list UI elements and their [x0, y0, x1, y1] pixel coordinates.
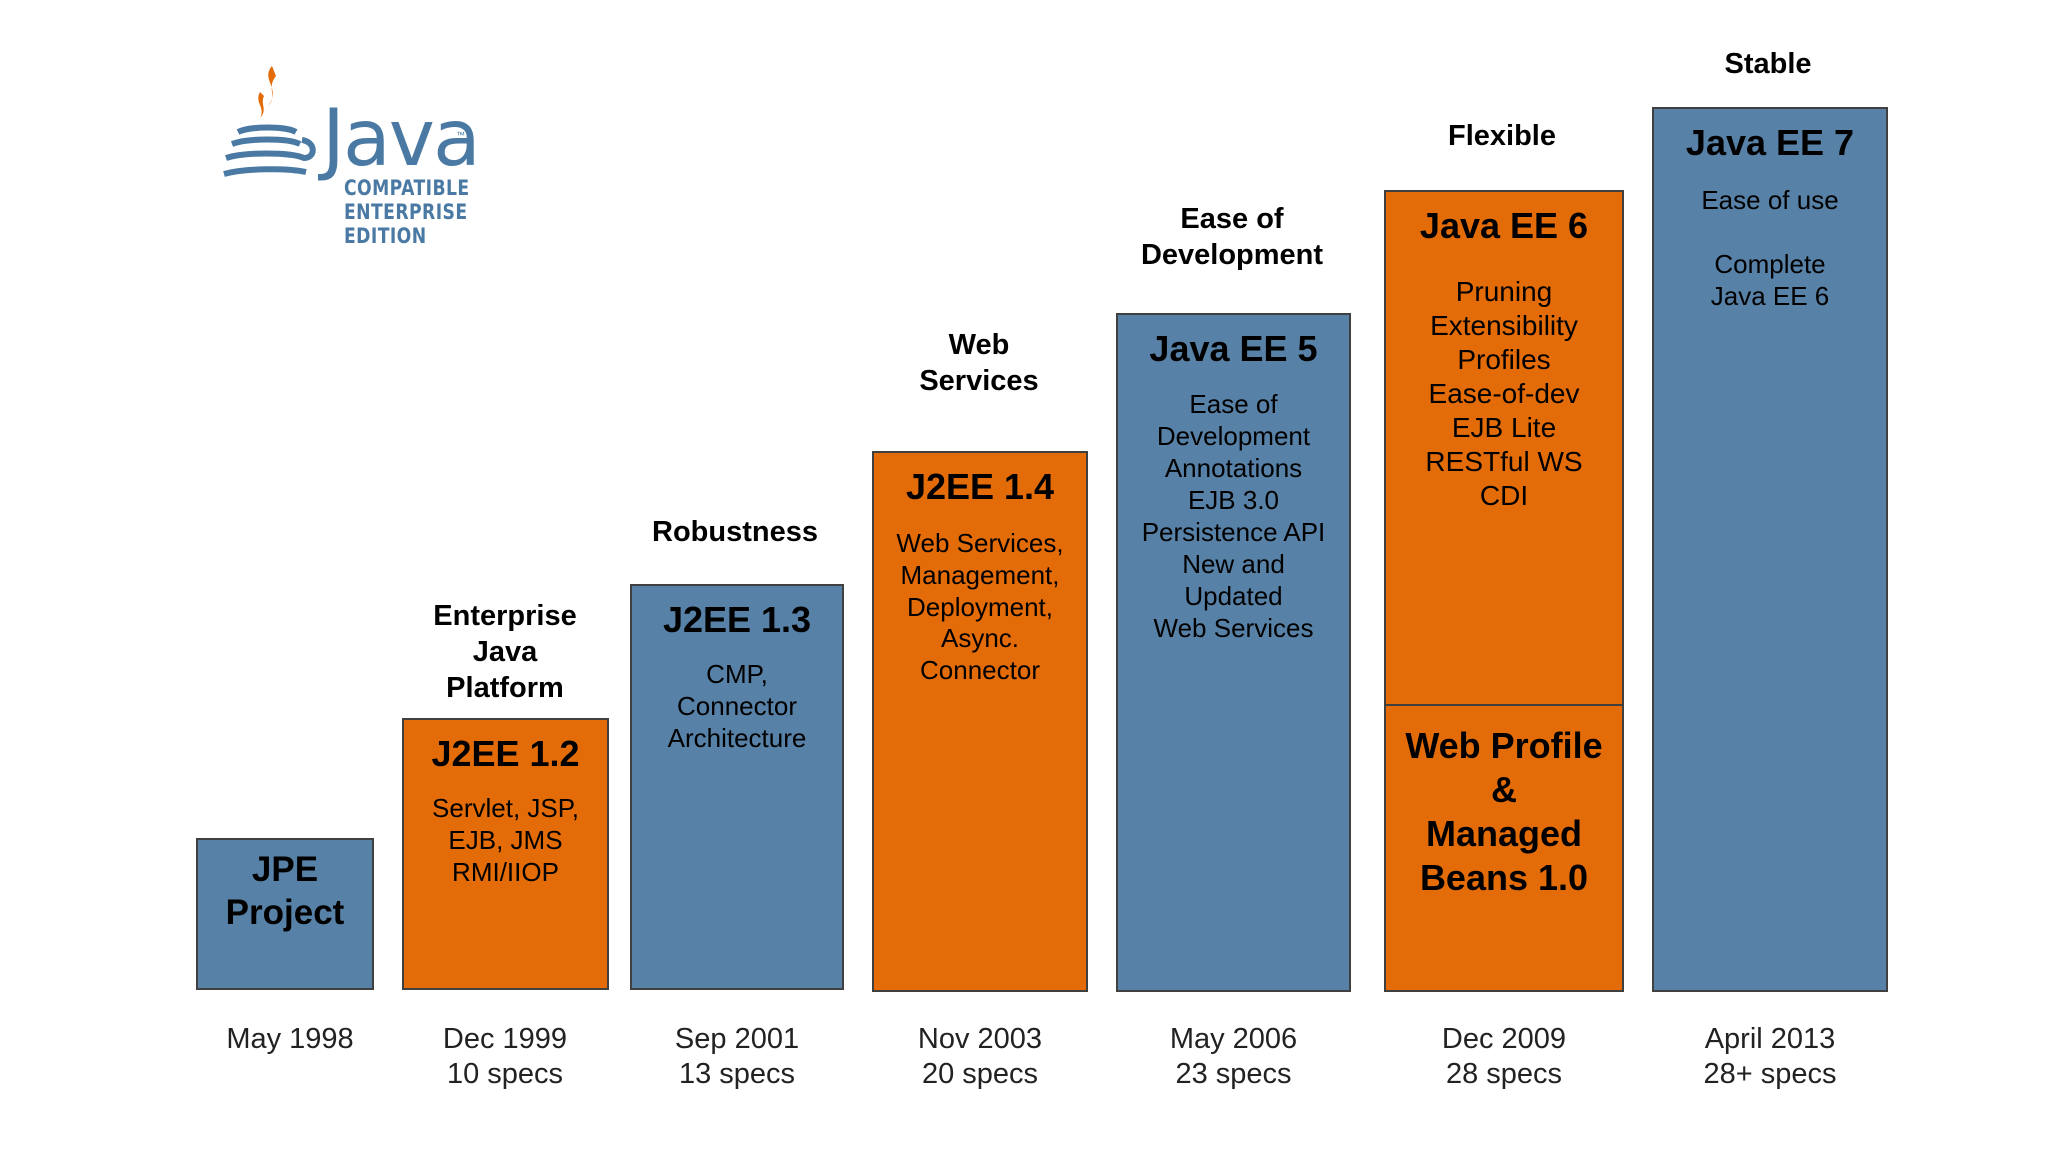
logo-trademark: ™: [456, 130, 465, 140]
release-heading: Flexible: [1448, 120, 1556, 152]
release-date: Dec 2009: [1441, 1023, 1567, 1055]
bar-title: Java EE 5: [1149, 328, 1318, 369]
java-ee-logo: Java ™ COMPATIBLE ENTERPRISE EDITION: [220, 62, 481, 262]
bar-java-ee-6: Java EE 6 Pruning Extensibility Profiles…: [1384, 190, 1624, 992]
bar-title: Java EE 7: [1685, 122, 1855, 163]
bar-title: J2EE 1.2: [431, 733, 580, 774]
bar-features: Servlet, JSP, EJB, JMS RMI/IIOP: [432, 793, 579, 887]
bar-divider: [1386, 704, 1622, 706]
release-heading: Ease of Development: [1140, 203, 1324, 271]
bar-features: Web Services, Management, Deployment, As…: [896, 528, 1064, 686]
bar-title: JPE Project: [225, 850, 345, 932]
release-specs: 10 specs: [446, 1058, 564, 1090]
bar-jpe-project: JPE Project: [196, 838, 374, 990]
bar-java-ee-7: Java EE 7 Ease of use Complete Java EE 6: [1652, 107, 1888, 992]
release-date: Dec 1999: [442, 1023, 568, 1055]
release-specs: 28 specs: [1445, 1058, 1563, 1090]
release-heading: Web Services: [919, 329, 1039, 397]
release-date: May 2006: [1169, 1023, 1298, 1055]
release-date: May 1998: [226, 1023, 354, 1055]
logo-line-compatible: COMPATIBLE: [344, 176, 470, 200]
release-specs: 23 specs: [1175, 1058, 1292, 1090]
bar-j2ee-1-4: J2EE 1.4 Web Services, Management, Deplo…: [872, 451, 1088, 992]
web-profile-label: Web Profile & Managed Beans 1.0: [1405, 725, 1603, 898]
bar-title: J2EE 1.4: [905, 466, 1055, 507]
logo-wordmark: Java: [322, 94, 481, 184]
bar-features: Ease of Development Annotations EJB 3.0 …: [1141, 389, 1326, 644]
release-date: Sep 2001: [674, 1023, 800, 1055]
release-date: Nov 2003: [917, 1023, 1043, 1055]
bar-j2ee-1-3: J2EE 1.3 CMP, Connector Architecture: [630, 584, 844, 990]
release-date: April 2013: [1704, 1023, 1836, 1055]
release-specs: 13 specs: [678, 1058, 796, 1090]
logo-line-edition: EDITION: [344, 224, 427, 248]
release-heading: Enterprise Java Platform: [433, 600, 577, 704]
release-heading: Robustness: [652, 516, 818, 548]
coffee-cup-icon: [223, 66, 316, 177]
release-specs: 28+ specs: [1703, 1058, 1837, 1090]
bar-title: J2EE 1.3: [662, 599, 812, 640]
bar-title: Java EE 6: [1419, 205, 1589, 246]
bar-features: Pruning Extensibility Profiles Ease-of-d…: [1425, 276, 1583, 512]
bar-features: Ease of use Complete Java EE 6: [1701, 185, 1839, 312]
bar-j2ee-1-2: J2EE 1.2 Servlet, JSP, EJB, JMS RMI/IIOP: [402, 718, 609, 990]
bar-java-ee-5: Java EE 5 Ease of Development Annotation…: [1116, 313, 1351, 992]
release-heading: Stable: [1724, 48, 1812, 80]
logo-line-enterprise: ENTERPRISE: [344, 200, 468, 224]
release-specs: 20 specs: [921, 1058, 1039, 1090]
bar-features: CMP, Connector Architecture: [667, 659, 807, 753]
